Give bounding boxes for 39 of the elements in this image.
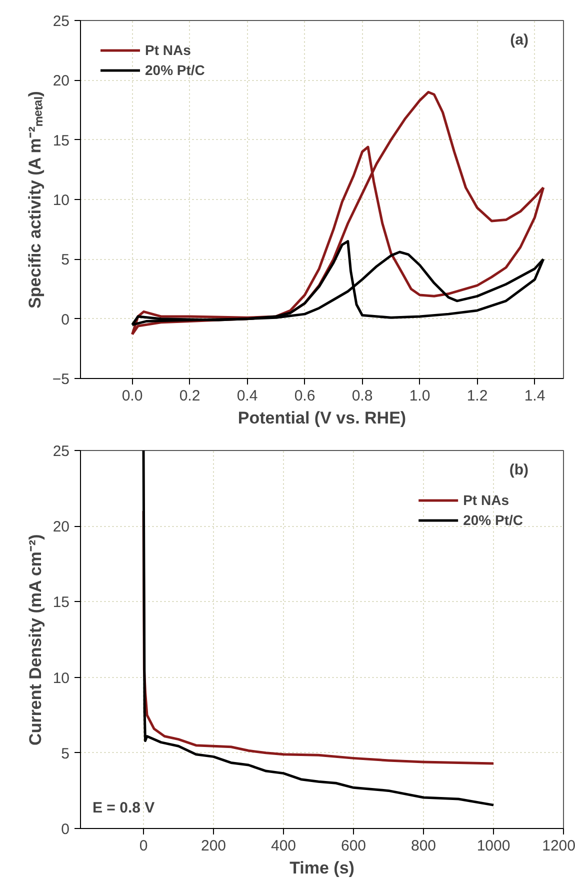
x-tick-label: 0 — [139, 838, 148, 854]
legend-label: 20% Pt/C — [145, 62, 205, 78]
y-tick-label: 10 — [52, 670, 70, 687]
annotation: (b) — [509, 462, 529, 478]
x-tick-label: 400 — [270, 838, 296, 854]
x-axis-title: Time (s) — [290, 858, 354, 878]
y-tick-label: 20 — [52, 72, 70, 90]
x-tick-label: 1.4 — [524, 388, 546, 404]
x-tick-label: 600 — [340, 838, 366, 854]
x-tick-label: 0.8 — [352, 388, 373, 404]
y-tick-label: 5 — [61, 252, 70, 269]
y-axis-title: Current Density (mA cm⁻²) — [26, 534, 45, 746]
y-tick-label: 25 — [52, 13, 70, 30]
y-tick-label: 0 — [61, 311, 70, 328]
annotation: (a) — [510, 32, 529, 48]
y-tick-label: 15 — [52, 132, 70, 150]
y-tick-label: 25 — [52, 443, 70, 460]
y-tick-label: 5 — [61, 745, 70, 762]
x-tick-label: 1.0 — [409, 388, 430, 404]
y-tick-label: 15 — [52, 594, 70, 612]
x-tick-label: 800 — [410, 838, 436, 854]
x-tick-label: 1200 — [542, 838, 575, 854]
legend-label: 20% Pt/C — [463, 512, 523, 528]
x-tick-label: 0.6 — [294, 388, 316, 404]
y-tick-label: 0 — [61, 821, 70, 838]
x-tick-label: 0.4 — [236, 388, 258, 404]
legend-label: Pt NAs — [145, 42, 191, 58]
y-tick-label: 20 — [52, 518, 70, 536]
x-tick-label: 0.0 — [122, 388, 143, 404]
y-tick-label: −5 — [52, 371, 70, 388]
legend-label: Pt NAs — [463, 492, 509, 508]
annotation: E = 0.8 V — [92, 800, 155, 816]
x-tick-label: 1.2 — [466, 388, 488, 404]
y-axis-title: Specific activity (A m⁻²ₘₑₜₐₗ) — [25, 91, 44, 309]
x-tick-label: 1000 — [476, 838, 510, 854]
x-tick-label: 0.2 — [179, 388, 200, 404]
y-tick-label: 10 — [52, 192, 70, 209]
x-axis-title: Potential (V vs. RHE) — [238, 408, 406, 428]
x-tick-label: 200 — [200, 838, 226, 854]
